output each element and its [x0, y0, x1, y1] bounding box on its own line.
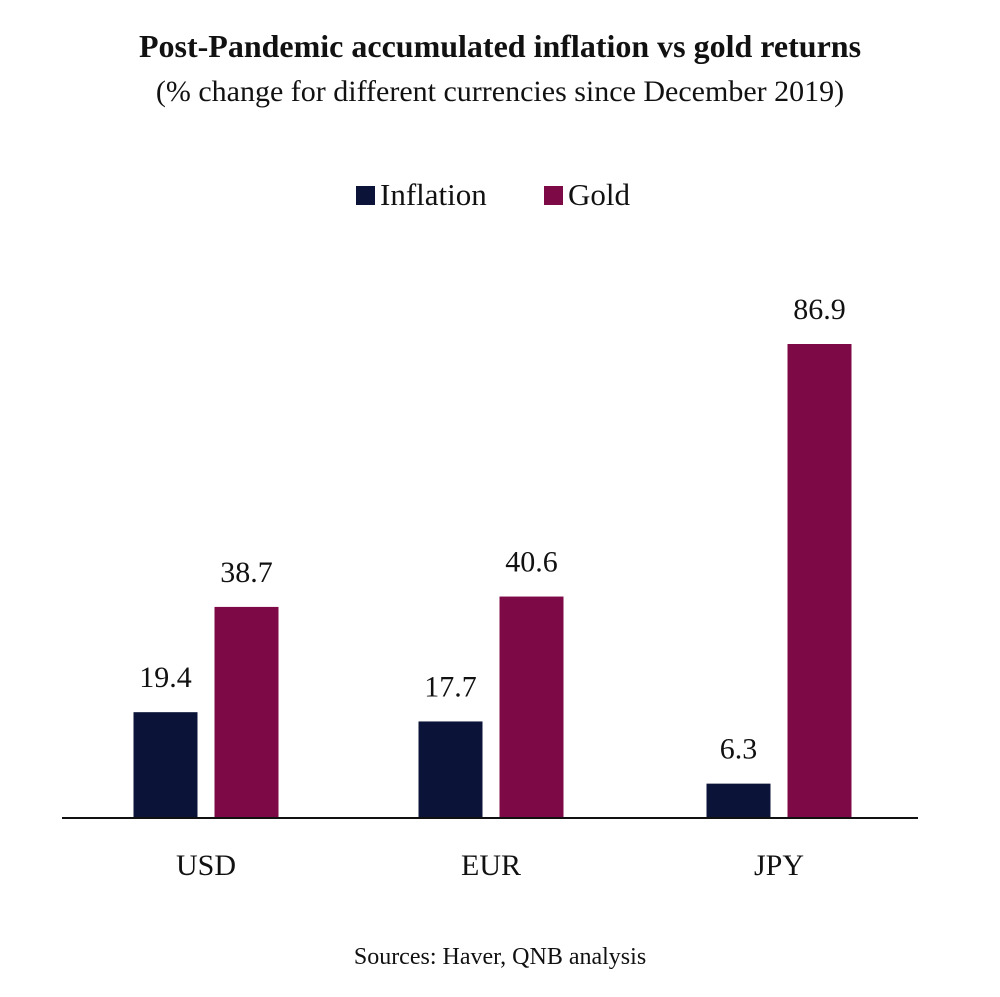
- x-tick-label-jpy: JPY: [754, 849, 804, 882]
- legend-swatch-inflation: [356, 186, 375, 205]
- bar-gold-jpy: [787, 344, 852, 818]
- bars-group: [133, 344, 852, 818]
- chart-title: Post-Pandemic accumulated inflation vs g…: [139, 28, 861, 64]
- legend-swatch-gold: [544, 186, 563, 205]
- legend-label-gold: Gold: [568, 177, 631, 212]
- chart-subtitle: (% change for different currencies since…: [156, 75, 844, 108]
- data-label-gold-usd: 38.7: [220, 556, 273, 589]
- legend: Inflation Gold: [356, 177, 631, 212]
- data-label-gold-eur: 40.6: [505, 546, 558, 579]
- data-label-inflation-usd: 19.4: [139, 661, 192, 694]
- source-note: Sources: Haver, QNB analysis: [354, 944, 646, 970]
- bar-inflation-eur: [418, 721, 483, 818]
- data-label-inflation-eur: 17.7: [424, 670, 477, 703]
- bar-inflation-usd: [133, 712, 198, 818]
- category-labels-group: USD EUR JPY: [176, 849, 804, 882]
- legend-label-inflation: Inflation: [380, 177, 487, 212]
- x-tick-label-eur: EUR: [461, 849, 521, 882]
- value-labels-group: 19.4 17.7 6.3 38.7 40.6 86.9: [139, 293, 846, 766]
- bar-inflation-jpy: [706, 783, 771, 818]
- data-label-gold-jpy: 86.9: [793, 293, 846, 326]
- x-tick-label-usd: USD: [176, 849, 236, 882]
- data-label-inflation-jpy: 6.3: [720, 733, 758, 766]
- bar-gold-eur: [499, 596, 564, 818]
- bar-gold-usd: [214, 606, 279, 818]
